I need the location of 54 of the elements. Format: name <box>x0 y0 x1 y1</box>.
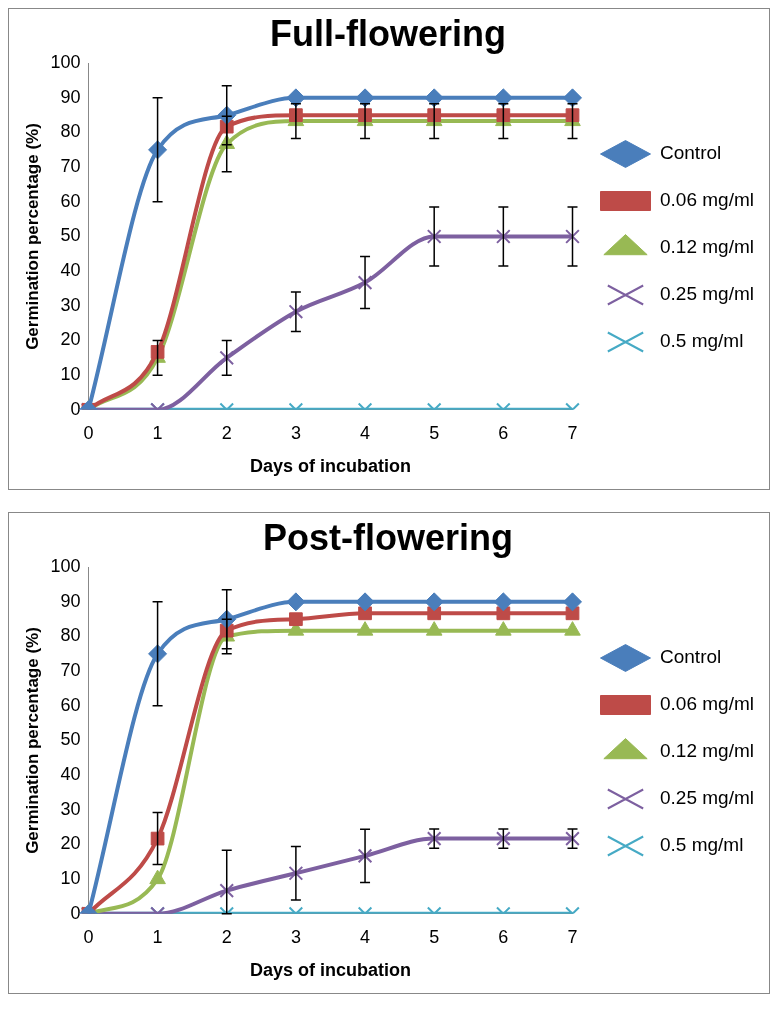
y-tick-label: 90 <box>60 590 81 611</box>
legend-label: 0.5 mg/ml <box>660 330 744 352</box>
x-tick-label: 3 <box>290 926 301 947</box>
y-tick-label: 40 <box>60 764 81 785</box>
x-tick-label: 7 <box>567 926 578 947</box>
x-tick-label: 4 <box>360 926 371 947</box>
chart-title: Full-flowering <box>270 12 506 54</box>
x-tick-label: 3 <box>290 422 301 443</box>
legend-label: 0.12 mg/ml <box>660 740 754 762</box>
y-tick-label: 100 <box>50 556 81 577</box>
x-tick-label: 1 <box>152 422 163 443</box>
x-tick-label: 6 <box>498 926 509 947</box>
y-tick-label: 0 <box>70 398 81 419</box>
x-tick-label: 0 <box>83 926 94 947</box>
x-tick-label: 0 <box>83 422 94 443</box>
legend-label: 0.12 mg/ml <box>660 236 754 258</box>
y-axis-title: Germination percentage (%) <box>22 627 42 854</box>
y-tick-label: 30 <box>60 294 81 315</box>
x-tick-label: 2 <box>221 422 232 443</box>
legend-label: 0.06 mg/ml <box>660 693 754 715</box>
x-tick-label: 5 <box>429 422 440 443</box>
chart-title: Post-flowering <box>263 516 513 558</box>
y-tick-label: 50 <box>60 225 81 246</box>
y-tick-label: 20 <box>60 329 81 350</box>
y-tick-label: 10 <box>60 364 81 385</box>
x-axis-title: Days of incubation <box>249 456 411 477</box>
x-tick-label: 1 <box>152 926 163 947</box>
legend-label: 0.25 mg/ml <box>660 787 754 809</box>
legend-label: Control <box>660 142 722 164</box>
y-tick-label: 80 <box>60 625 81 646</box>
legend-label: Control <box>660 646 722 668</box>
y-tick-label: 80 <box>60 121 81 142</box>
y-axis-title: Germination percentage (%) <box>22 123 42 350</box>
legend-label: 0.5 mg/ml <box>660 834 744 856</box>
legend-label: 0.06 mg/ml <box>660 189 754 211</box>
x-tick-label: 4 <box>360 422 371 443</box>
y-tick-label: 70 <box>60 660 81 681</box>
x-axis-title: Days of incubation <box>249 960 411 981</box>
y-tick-label: 60 <box>60 190 81 211</box>
x-tick-label: 5 <box>429 926 440 947</box>
x-tick-label: 6 <box>498 422 509 443</box>
y-tick-label: 60 <box>60 694 81 715</box>
y-tick-label: 20 <box>60 833 81 854</box>
x-tick-label: 7 <box>567 422 578 443</box>
legend-label: 0.25 mg/ml <box>660 283 754 305</box>
y-tick-label: 0 <box>70 902 81 923</box>
y-tick-label: 10 <box>60 868 81 889</box>
y-tick-label: 70 <box>60 156 81 177</box>
x-tick-label: 2 <box>221 926 232 947</box>
y-tick-label: 30 <box>60 798 81 819</box>
y-tick-label: 90 <box>60 86 81 107</box>
y-tick-label: 40 <box>60 260 81 281</box>
y-tick-label: 100 <box>50 52 81 73</box>
y-tick-label: 50 <box>60 729 81 750</box>
